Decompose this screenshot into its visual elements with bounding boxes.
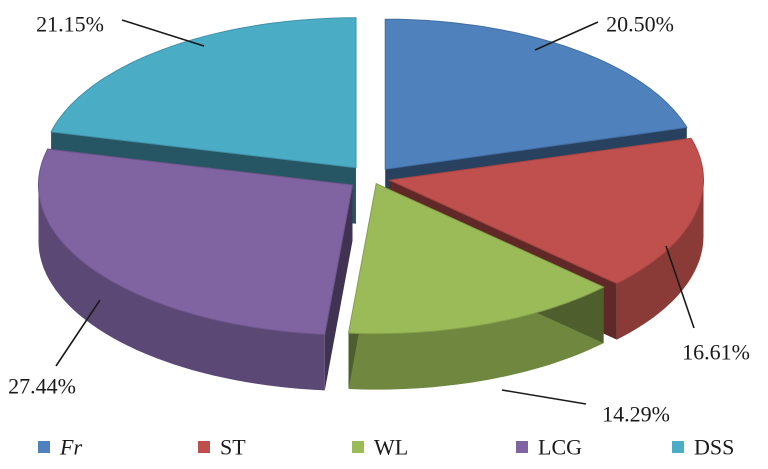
legend-swatch-fr [38,441,50,453]
leader-line-fr [535,22,598,50]
data-label-lcg: 27.44% [8,374,76,399]
data-label-fr: 20.50% [606,12,674,37]
data-label-st: 16.61% [682,340,750,365]
legend-label-wl: WL [374,435,408,460]
legend-label-lcg: LCG [538,435,582,460]
leader-line-wl [502,390,586,404]
legend-swatch-wl [352,441,364,453]
legend-swatch-lcg [516,441,528,453]
legend-label-st: ST [220,435,246,460]
legend: Fr ST WL LCG DSS [38,435,734,460]
slice-top-layer [39,18,704,335]
legend-swatch-st [198,441,210,453]
leader-line-dss [122,20,204,46]
data-label-wl: 14.29% [602,402,670,427]
legend-label-dss: DSS [694,435,734,460]
legend-label-fr: Fr [59,435,82,460]
data-label-dss: 21.15% [36,12,104,37]
legend-swatch-dss [672,441,684,453]
